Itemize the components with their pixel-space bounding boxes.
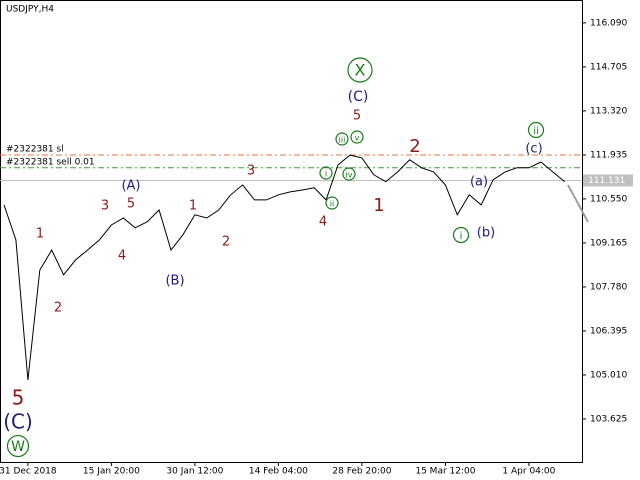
wave-label: 5 [353,109,361,124]
wave-label: (c) [525,142,542,157]
order-level-label: #2322381 sl [6,145,64,155]
wave-label: (C) [3,410,33,434]
y-tick-label: 103.625 [590,414,627,424]
wave-label: 2 [54,301,62,316]
wave-label: (C) [348,89,369,105]
y-tick-label: 110.550 [590,194,627,204]
wave-label: 2 [409,136,420,157]
x-tick-label: 15 Jan 20:00 [83,467,140,477]
plot-frame [0,0,583,463]
wave-label: iv [346,171,353,180]
x-tick-label: 28 Feb 20:00 [332,467,391,477]
wave-label: (b) [477,226,495,241]
wave-label: ii [533,126,539,137]
wave-circle [325,196,339,210]
wave-circle [350,130,364,144]
wave-label: 4 [118,249,126,264]
wave-circle [347,57,373,83]
y-tick-label: 109.165 [590,238,627,248]
wave-circle [342,167,356,181]
x-tick-label: 31 Dec 2018 [0,467,57,477]
x-tick-label: 30 Jan 12:00 [166,467,223,477]
wave-circle [319,166,333,180]
wave-circle [335,132,349,146]
wave-circle [527,121,545,139]
x-tick-label: 15 Mar 12:00 [415,467,475,477]
wave-label: ii [330,200,334,209]
y-tick-label: 116.090 [590,18,627,28]
wave-label: X [355,61,366,80]
current-price-box [583,174,633,187]
x-tick-label: 1 Apr 04:00 [502,467,555,477]
wave-label: (a) [470,175,488,190]
current-price-label: 111.131 [588,176,625,186]
wave-label: 3 [101,199,109,214]
wave-label: 4 [319,215,327,230]
wave-label: 5 [127,197,135,212]
wave-label: 1 [189,199,197,214]
chart-title: USDJPY,H4 [6,5,54,15]
wave-label: 3 [247,164,255,179]
wave-label: (A) [121,179,140,194]
y-tick-label: 114.705 [590,62,627,72]
y-tick-label: 106.395 [590,326,627,336]
price-line [3,154,566,381]
y-tick-label: 105.010 [590,370,627,380]
y-tick-label: 111.935 [590,150,627,160]
wave-label: 1 [36,227,44,242]
x-tick-label: 14 Feb 04:00 [249,467,308,477]
y-tick-label: 113.320 [590,106,627,116]
wave-circle [6,434,30,458]
wave-label: i [460,231,463,242]
wave-label: iii [339,136,346,145]
forecast-line [567,184,589,223]
y-tick-label: 107.780 [590,282,627,292]
wave-label: 2 [222,235,230,250]
wave-label: W [11,439,25,455]
wave-label: (B) [165,274,184,289]
order-level-label: #2322381 sell 0.01 [6,157,95,167]
wave-circle [452,226,470,244]
wave-label: v [355,134,360,143]
wave-label: 5 [12,386,25,410]
wave-label: 1 [373,195,384,216]
wave-label: i [325,170,327,179]
